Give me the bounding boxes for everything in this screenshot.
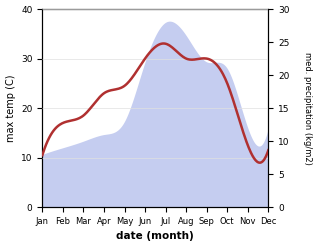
Y-axis label: max temp (C): max temp (C)	[5, 74, 16, 142]
Y-axis label: med. precipitation (kg/m2): med. precipitation (kg/m2)	[303, 52, 313, 165]
X-axis label: date (month): date (month)	[116, 231, 194, 242]
